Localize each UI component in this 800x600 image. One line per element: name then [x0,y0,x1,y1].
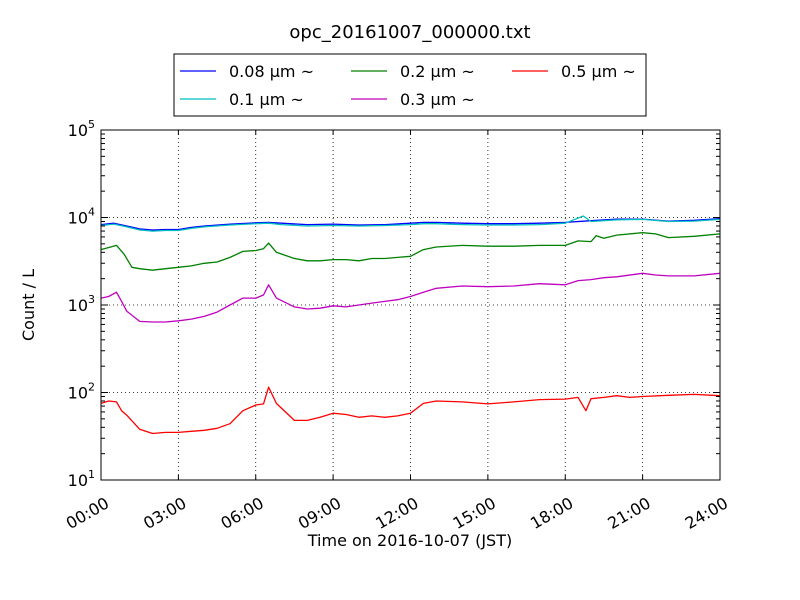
legend: 0.08 μm ~ 0.1 μm ~ 0.2 μm ~ 0.3 μm ~ 0.5 μm … [173,53,647,117]
series-line-0 [100,218,721,231]
series-line-1 [100,215,721,232]
y-tick-label: 104 [68,206,95,228]
legend-box [173,53,647,117]
series-line-3 [100,272,721,323]
y-tick-label: 105 [68,118,95,140]
y-axis-label: Count / L [19,269,38,341]
legend-label: 0.08 μm ~ [229,62,314,81]
y-tick-base: 10 [68,471,88,490]
y-tick-base: 10 [68,384,88,403]
x-tick-label: 15:00 [450,493,499,533]
x-axis-label: Time on 2016-10-07 (JST) [307,531,512,550]
y-tick-exponent: 5 [88,118,95,131]
axis-ticks: 00:00 03:00 06:00 09:00 12:00 15:00 18:00 21:00… [63,118,731,533]
x-tick-label: 21:00 [604,493,653,533]
legend-label: 0.1 μm ~ [229,90,304,109]
x-tick-label: 06:00 [218,493,267,533]
y-tick-base: 10 [68,296,88,315]
legend-label: 0.5 μm ~ [561,62,636,81]
x-tick-label: 09:00 [295,493,344,533]
y-tick-base: 10 [68,209,88,228]
x-tick-label: 00:00 [63,493,112,533]
legend-label: 0.2 μm ~ [400,62,475,81]
y-tick-label: 102 [68,381,95,403]
chart-title: opc_20161007_000000.txt [289,22,530,43]
y-tick-label: 103 [68,293,95,315]
y-tick-base: 10 [68,121,88,140]
series-line-2 [100,232,721,271]
y-tick-exponent: 4 [88,206,95,219]
legend-label: 0.3 μm ~ [400,90,475,109]
y-tick-exponent: 3 [88,293,95,306]
x-tick-label: 18:00 [527,493,576,533]
x-tick-label: 12:00 [372,493,421,533]
x-tick-label: 03:00 [140,493,189,533]
grid-lines [101,130,720,480]
series-lines [100,215,721,435]
x-tick-label: 24:00 [682,493,731,533]
y-tick-exponent: 2 [88,381,95,394]
series-line-4 [100,386,721,435]
y-tick-exponent: 1 [88,468,95,481]
y-tick-label: 101 [68,468,95,490]
